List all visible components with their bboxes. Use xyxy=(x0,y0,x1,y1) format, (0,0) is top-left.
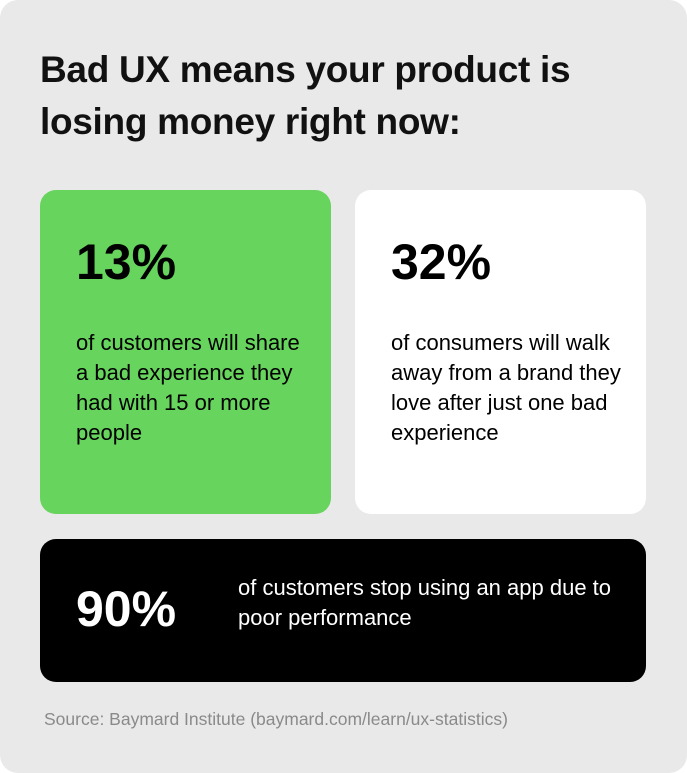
stat-card-32: 32% of consumers will walk away from a b… xyxy=(355,190,646,514)
source-citation: Source: Baymard Institute (baymard.com/l… xyxy=(44,709,508,729)
stat-description: of consumers will walk away from a brand… xyxy=(391,330,621,445)
stat-value: 32% xyxy=(391,234,492,290)
headline: Bad UX means your product is losing mone… xyxy=(40,49,571,142)
stat-value: 90% xyxy=(76,581,177,637)
stat-card-13: 13% of customers will share a bad experi… xyxy=(40,190,331,514)
stat-description: of customers stop using an app due to po… xyxy=(238,575,612,630)
stat-card-90: 90% of customers stop using an app due t… xyxy=(40,539,646,682)
stat-description: of customers will share a bad experience… xyxy=(76,330,300,445)
stat-value: 13% xyxy=(76,234,177,290)
